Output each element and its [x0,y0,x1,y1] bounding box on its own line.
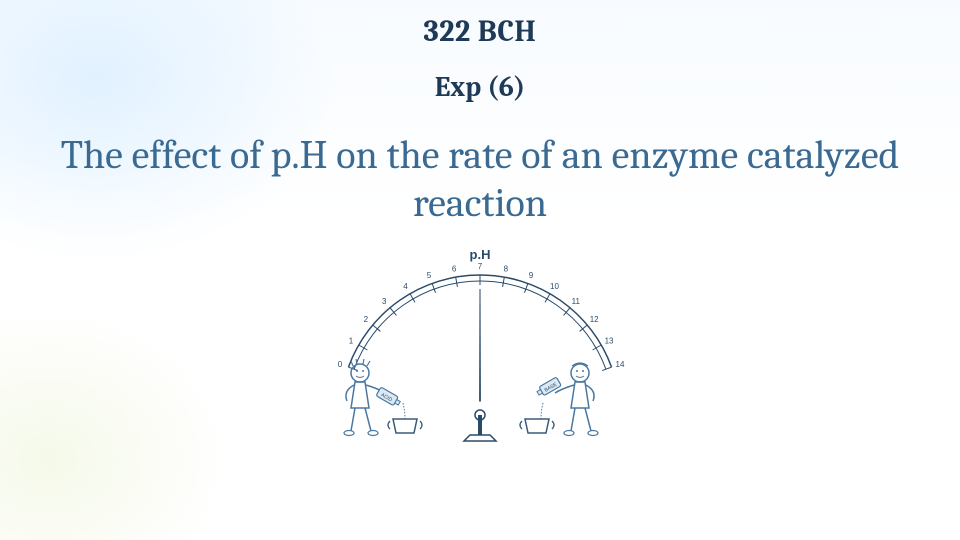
ph-scale-svg: p.H 01234567891011121314 [310,245,650,445]
ph-tick-label: 5 [427,271,432,280]
ph-tick-label: 9 [529,271,534,280]
experiment-label: Exp (6) [435,71,525,103]
ph-label: p.H [470,247,491,262]
character-acid: ACID [344,359,422,436]
ph-tick-label: 7 [478,262,483,271]
ph-scale-figure: p.H 01234567891011121314 [310,245,650,445]
ph-tick-label: 6 [452,264,457,273]
ph-arc-group: 01234567891011121314 [338,262,625,371]
ph-needle [464,289,496,441]
ph-tick-label: 14 [616,360,625,369]
slide-title: The effect of p.H on the rate of an enzy… [30,131,930,227]
ph-tick-label: 13 [605,337,614,346]
ph-tick-label: 1 [349,337,354,346]
course-code: 322 BCH [424,14,537,49]
character-base: BASE [520,363,598,436]
ph-tick-label: 4 [403,282,408,291]
ph-tick-label: 10 [550,282,559,291]
ph-tick-label: 2 [364,315,369,324]
ph-tick-label: 11 [572,297,581,306]
ph-tick-label: 0 [338,360,343,369]
ph-tick-label: 12 [590,315,599,324]
slide-content: 322 BCH Exp (6) The effect of p.H on the… [0,0,960,540]
ph-tick-label: 8 [504,264,509,273]
ph-tick-label: 3 [382,297,387,306]
